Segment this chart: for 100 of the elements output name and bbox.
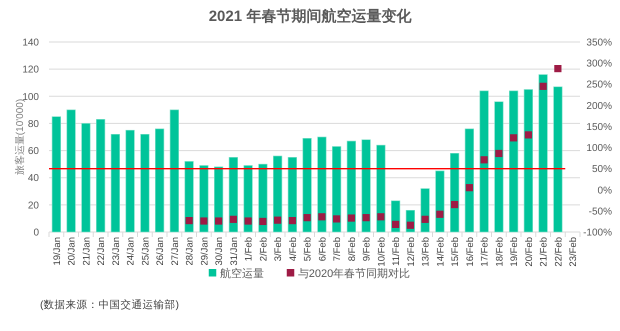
y-tick-label: 40: [28, 173, 40, 184]
y2-tick-label: 250%: [586, 80, 612, 91]
x-tick-label: 13/Feb: [420, 237, 432, 267]
x-tick-label: 27/Jan: [170, 237, 181, 266]
y-tick-label: 0: [33, 228, 40, 238]
point: [274, 216, 282, 224]
point: [244, 217, 252, 225]
point: [230, 216, 237, 223]
bar: [170, 110, 179, 232]
legend-label: 航空运量: [220, 267, 264, 280]
point: [259, 218, 266, 226]
point: [348, 214, 355, 222]
x-tick-label: 26/Jan: [155, 237, 166, 266]
x-tick-label: 30/Jan: [214, 237, 226, 266]
y-tick-label: 60: [28, 146, 40, 158]
x-tick-label: 2/Feb: [258, 237, 270, 262]
x-tick-label: 22/Feb: [553, 237, 564, 267]
bar: [81, 123, 90, 232]
bar: [362, 139, 371, 232]
point: [333, 215, 340, 223]
y2-tick-label: 300%: [586, 58, 612, 70]
point: [200, 217, 208, 225]
point: [495, 150, 502, 158]
x-tick-label: 23/Feb: [568, 237, 580, 267]
x-tick-label: 20/Jan: [66, 237, 78, 266]
bar: [52, 116, 61, 232]
y2-tick-label: 150%: [586, 122, 612, 133]
bar: [126, 130, 135, 232]
bar: [110, 134, 120, 232]
x-tick-label: 21/Feb: [538, 237, 550, 267]
x-tick-label: 22/Jan: [96, 237, 108, 266]
y2-tick-label: 100%: [586, 143, 612, 154]
bar: [302, 138, 312, 232]
bar: [244, 165, 253, 232]
bar: [346, 140, 356, 232]
x-tick-label: 9/Feb: [362, 237, 373, 262]
point: [377, 213, 384, 220]
bar: [480, 90, 489, 232]
y2-tick-label: -100%: [583, 228, 612, 238]
x-tick-label: 17/Feb: [480, 237, 491, 267]
x-tick-label: 7/Feb: [332, 237, 344, 262]
x-tick-label: 12/Feb: [406, 237, 417, 267]
bar: [66, 110, 76, 232]
y-tick-label: 80: [28, 118, 40, 130]
point: [451, 200, 458, 208]
point: [406, 222, 414, 229]
x-tick-label: 15/Feb: [450, 237, 462, 267]
x-tick-label: 31/Jan: [228, 237, 240, 266]
bar: [155, 128, 164, 232]
point: [540, 82, 547, 90]
point: [554, 65, 562, 72]
bar: [509, 90, 518, 232]
bar: [524, 89, 533, 232]
y-tick-label: 120: [22, 64, 40, 76]
point: [466, 184, 473, 192]
point: [288, 217, 296, 224]
x-tick-label: 10/Feb: [376, 237, 388, 267]
x-tick-label: 18/Feb: [494, 237, 506, 267]
x-tick-label: 1/Feb: [244, 237, 255, 262]
point: [362, 214, 370, 222]
bar: [494, 101, 504, 232]
y2-tick-label: -50%: [588, 206, 612, 218]
bar: [376, 144, 386, 232]
point: [215, 217, 222, 225]
chart-title: 2021 年春节期间航空运量变化: [208, 7, 412, 25]
point: [510, 134, 518, 142]
x-tick-label: 14/Feb: [435, 237, 446, 267]
point: [436, 210, 444, 218]
x-tick-label: 16/Feb: [464, 237, 476, 267]
x-tick-label: 24/Jan: [126, 237, 137, 266]
point: [318, 213, 326, 220]
x-tick-label: 23/Jan: [110, 237, 122, 266]
x-tick-label: 19/Jan: [52, 237, 63, 266]
x-tick-label: 25/Jan: [140, 237, 152, 266]
x-tick-label: 11/Feb: [391, 237, 402, 266]
y2-tick-label: 0%: [598, 185, 612, 196]
y2-tick-label: 200%: [586, 100, 612, 112]
bar: [140, 134, 150, 232]
bar: [538, 74, 548, 232]
x-tick-label: 21/Jan: [81, 237, 92, 266]
x-tick-label: 3/Feb: [273, 237, 284, 262]
bar: [317, 136, 326, 232]
y2-tick-label: 50%: [592, 164, 612, 176]
x-tick-label: 5/Feb: [302, 237, 314, 262]
y2-tick-label: 350%: [586, 38, 612, 48]
point: [186, 217, 193, 224]
y-tick-label: 140: [22, 38, 40, 48]
bar: [199, 165, 208, 232]
x-tick-label: 8/Feb: [346, 237, 358, 262]
annotations: (数据来源：中国交通运输部): [40, 299, 179, 311]
x-tick-label: 19/Feb: [509, 237, 520, 267]
y-tick-label: 20: [28, 200, 40, 212]
point: [304, 214, 311, 222]
point: [524, 131, 532, 138]
point: [480, 156, 488, 164]
bar: [464, 128, 474, 232]
bar: [96, 119, 106, 232]
x-tick-label: 6/Feb: [317, 237, 328, 262]
x-tick-label: 28/Jan: [184, 237, 196, 266]
point: [392, 220, 400, 228]
